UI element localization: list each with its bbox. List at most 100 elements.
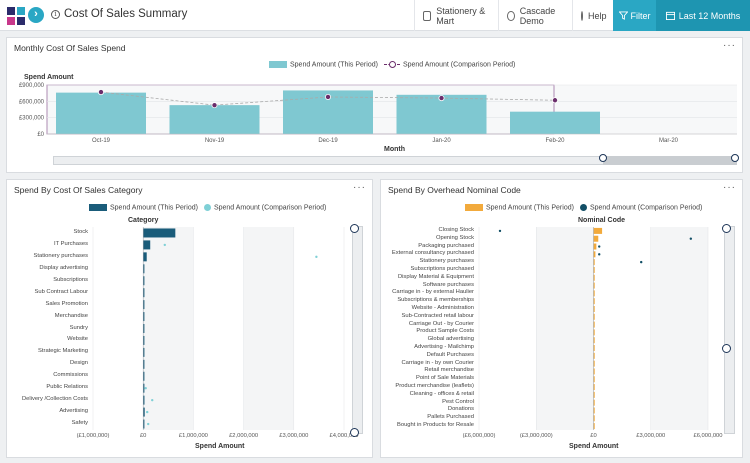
- bar-this-period[interactable]: [593, 266, 595, 273]
- bar-this-period[interactable]: [593, 329, 595, 336]
- user-menu[interactable]: Cascade Demo: [498, 0, 572, 31]
- bar-this-period[interactable]: [143, 288, 145, 298]
- comparison-point[interactable]: [146, 410, 149, 414]
- bar-this-period[interactable]: [593, 345, 595, 352]
- bar-this-period[interactable]: [593, 298, 595, 305]
- bar-this-period[interactable]: [593, 243, 597, 250]
- bar-this-period[interactable]: [143, 359, 145, 369]
- comparison-point[interactable]: [598, 253, 601, 256]
- comparison-point[interactable]: [98, 89, 105, 96]
- comparison-point[interactable]: [147, 422, 150, 426]
- comparison-point[interactable]: [144, 387, 147, 390]
- comparison-point[interactable]: [315, 255, 318, 259]
- range-selection[interactable]: [603, 156, 737, 165]
- bar-this-period[interactable]: [593, 376, 595, 383]
- bar-this-period[interactable]: [143, 252, 147, 262]
- comparison-point[interactable]: [598, 245, 601, 248]
- bar-this-period[interactable]: [143, 312, 145, 322]
- info-icon[interactable]: i: [51, 9, 60, 19]
- bar-this-period[interactable]: [593, 407, 595, 414]
- bar-this-period[interactable]: [143, 347, 145, 357]
- expand-menu-button[interactable]: ›: [28, 7, 44, 23]
- bar-this-period[interactable]: [593, 384, 595, 391]
- legend-item-this-period[interactable]: Spend Amount (This Period): [269, 61, 378, 68]
- bar-this-period[interactable]: [593, 423, 595, 430]
- vertical-range-navigator[interactable]: [724, 226, 735, 434]
- bar-this-period[interactable]: [593, 337, 595, 344]
- bar-this-period[interactable]: [593, 274, 595, 281]
- category-label: Safety: [71, 420, 88, 427]
- bar-this-period[interactable]: [143, 264, 145, 274]
- bar-this-period[interactable]: [593, 321, 595, 328]
- comparison-point[interactable]: [324, 93, 331, 100]
- filter-button[interactable]: Filter: [613, 0, 656, 31]
- range-handle-left[interactable]: [599, 154, 607, 162]
- bar-this-period[interactable]: [143, 419, 145, 429]
- legend-item-comparison[interactable]: Spend Amount (Comparison Period): [383, 61, 515, 68]
- comparison-point[interactable]: [211, 102, 218, 109]
- category-label: Subscriptions: [53, 276, 88, 283]
- comparison-point[interactable]: [438, 95, 445, 102]
- bar-this-period[interactable]: [143, 240, 151, 250]
- bar-this-period[interactable]: [510, 111, 600, 134]
- category-label: Carriage in - by external Haulier: [392, 289, 474, 296]
- bar-this-period[interactable]: [143, 276, 145, 286]
- bar-this-period[interactable]: [593, 368, 595, 375]
- panel-menu-button[interactable]: ···: [723, 40, 736, 51]
- bar-this-period[interactable]: [593, 313, 595, 320]
- range-handle-top[interactable]: [722, 224, 731, 233]
- bar-this-period[interactable]: [143, 407, 145, 417]
- category-label: Website: [67, 336, 88, 343]
- plot-band: [593, 227, 651, 430]
- bar-this-period[interactable]: [143, 300, 145, 310]
- legend-item-comparison[interactable]: Spend Amount (Comparison Period): [203, 204, 326, 211]
- legend-item-comparison[interactable]: Spend Amount (Comparison Period): [579, 204, 702, 211]
- bar-this-period[interactable]: [143, 395, 145, 405]
- bar-this-period[interactable]: [593, 352, 595, 359]
- bar-this-period[interactable]: [593, 305, 595, 312]
- bar-this-period[interactable]: [143, 324, 145, 333]
- range-handle-bottom[interactable]: [350, 428, 359, 437]
- bar-this-period[interactable]: [593, 251, 596, 258]
- comparison-point[interactable]: [151, 398, 154, 402]
- company-selector[interactable]: Stationery & Mart: [414, 0, 498, 31]
- range-handle-middle[interactable]: [722, 344, 731, 353]
- comparison-point[interactable]: [163, 243, 166, 247]
- bar-this-period[interactable]: [169, 105, 260, 134]
- legend-item-this-period[interactable]: Spend Amount (This Period): [465, 204, 574, 211]
- bar-this-period[interactable]: [593, 415, 595, 422]
- bar-this-period[interactable]: [593, 399, 595, 406]
- bar-this-period[interactable]: [143, 335, 145, 345]
- range-handle-right[interactable]: [731, 154, 739, 162]
- bar-this-period[interactable]: [593, 391, 595, 398]
- range-handle-top[interactable]: [350, 224, 359, 233]
- comparison-point[interactable]: [689, 237, 693, 240]
- app-logo[interactable]: [0, 0, 28, 31]
- category-label: Stationery purchases: [419, 258, 474, 265]
- category-label: IT Purchases: [53, 240, 88, 247]
- bar-this-period[interactable]: [593, 259, 595, 266]
- panel-menu-button[interactable]: ···: [723, 182, 736, 193]
- bar-this-period[interactable]: [396, 94, 487, 134]
- panel-menu-button[interactable]: ···: [353, 182, 366, 193]
- help-button[interactable]: Help: [572, 0, 613, 31]
- category-label: Merchandise: [54, 312, 88, 319]
- bar-this-period[interactable]: [143, 383, 145, 393]
- bar-this-period[interactable]: [593, 282, 595, 289]
- period-button[interactable]: Last 12 Months: [656, 0, 750, 31]
- comparison-point[interactable]: [640, 260, 643, 264]
- y-axis-title: Spend Amount: [24, 74, 74, 81]
- bar-this-period[interactable]: [593, 227, 603, 234]
- bar-this-period[interactable]: [143, 228, 176, 238]
- category-label: Global advertising: [427, 336, 474, 343]
- bar-this-period[interactable]: [593, 290, 595, 297]
- bar-this-period[interactable]: [593, 360, 595, 367]
- page-title-text: Cost Of Sales Summary: [64, 8, 188, 20]
- bar-this-period[interactable]: [143, 371, 145, 381]
- vertical-range-navigator[interactable]: [352, 226, 363, 434]
- bar-this-period[interactable]: [593, 235, 599, 242]
- comparison-point[interactable]: [552, 97, 559, 104]
- legend-item-this-period[interactable]: Spend Amount (This Period): [89, 204, 198, 211]
- bar-this-period[interactable]: [56, 92, 146, 134]
- comparison-point[interactable]: [498, 229, 502, 233]
